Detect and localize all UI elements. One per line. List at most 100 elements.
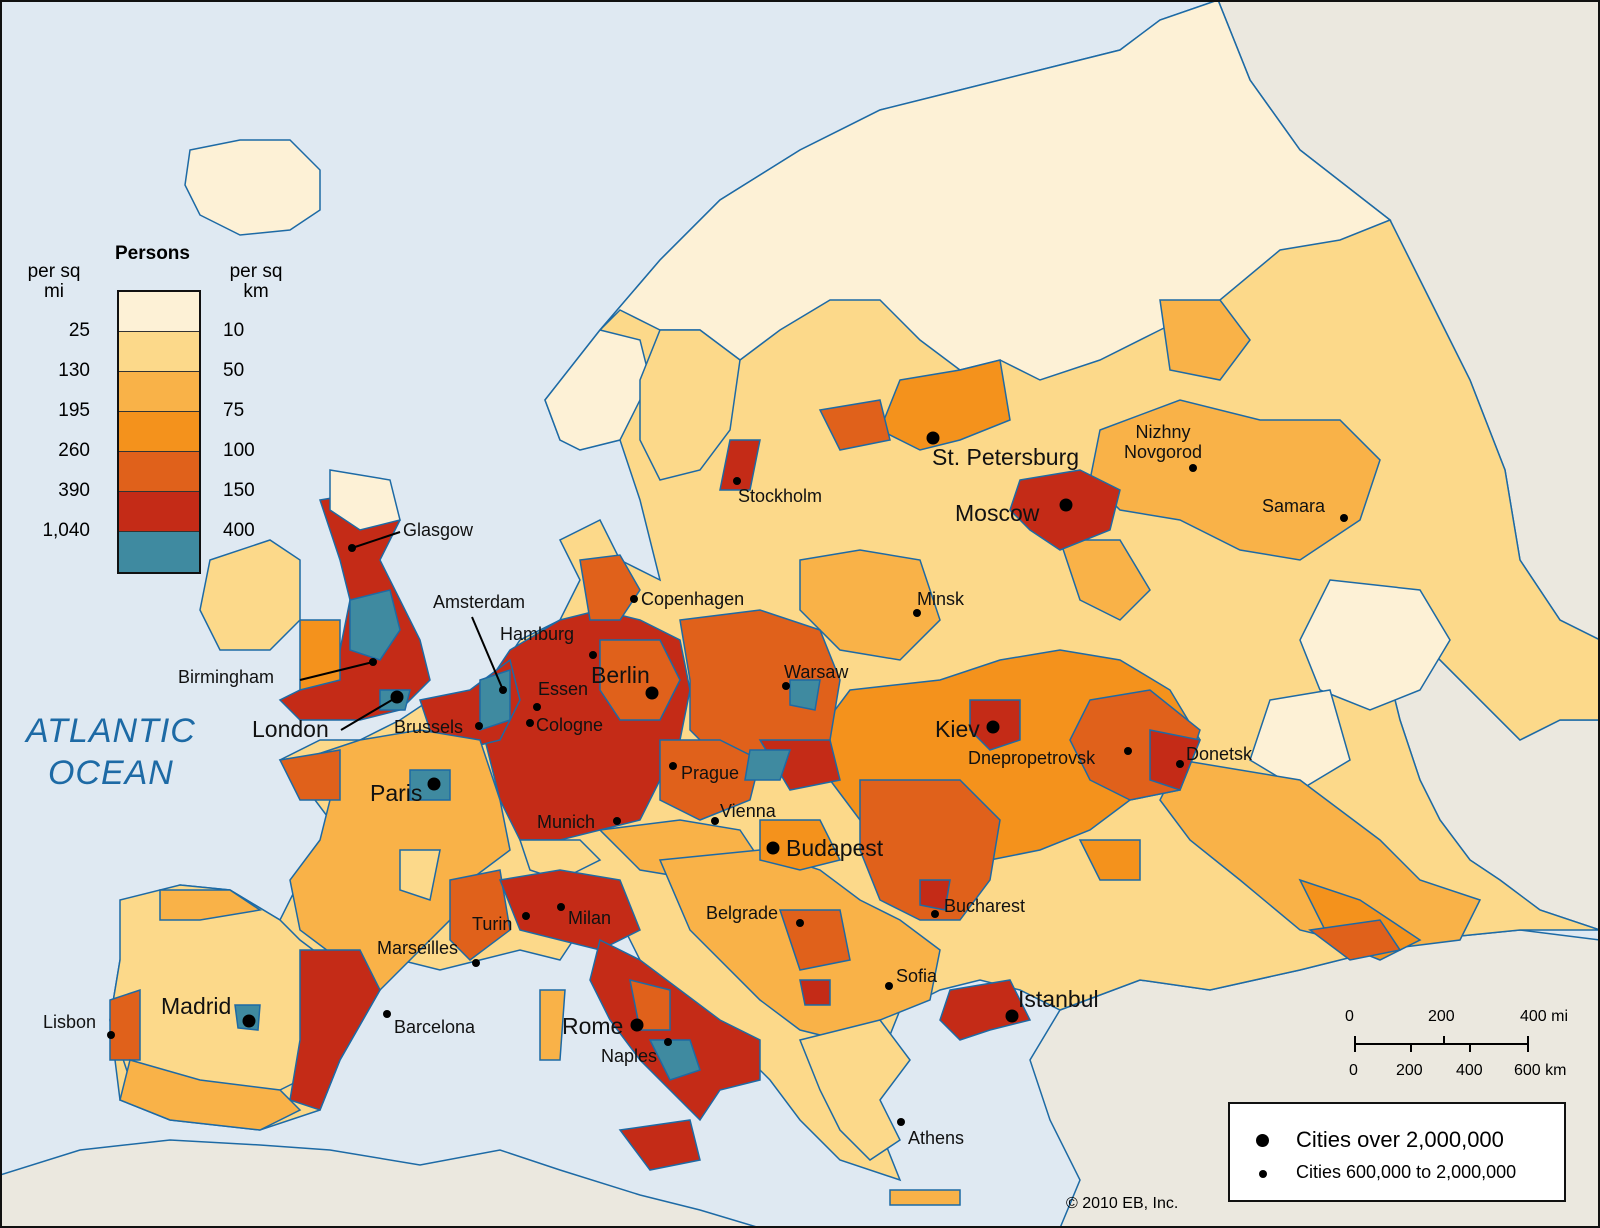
city-label-istanbul: Istanbul (1018, 986, 1099, 1012)
leader-london (340, 696, 398, 731)
city-label-london: London (252, 716, 329, 742)
city-label-naples: Naples (601, 1046, 658, 1066)
legend-left-unit: per sq mi (20, 262, 88, 302)
city-dot-madrid (242, 1014, 256, 1028)
scale-mi-200: 200 (1428, 1008, 1455, 1025)
ocean-label: ATLANTIC OCEAN (26, 710, 196, 794)
key-large-dot (1256, 1134, 1269, 1147)
land-100-hungary (759, 819, 842, 871)
city-label-st-petersburg: St. Petersburg (932, 444, 1080, 470)
legend-mi-25: 25 (68, 320, 90, 341)
ocean-label-line-2: OCEAN (47, 754, 174, 792)
land-75-crete (889, 1189, 961, 1206)
city-label-cologne: Cologne (536, 715, 604, 735)
city-label-warsaw: Warsaw (784, 662, 849, 682)
city-dot-barcelona (383, 1010, 391, 1018)
city-label-amsterdam: Amsterdam (433, 592, 526, 612)
city-dot-prague (669, 762, 677, 770)
leader-glasgow (351, 531, 401, 549)
europe-land (109, 0, 1600, 1206)
city-label-marseilles: Marseilles (377, 938, 459, 958)
city-label-nizhny-novgorod: Nizhny Novgorod (1123, 422, 1203, 462)
legend-swatch-1 (119, 332, 199, 372)
city-dot-athens (897, 1118, 905, 1126)
land-150-east-germany (599, 639, 681, 721)
city-dot-rome (630, 1018, 644, 1032)
legend-mi-260: 260 (58, 440, 90, 461)
land-400-istanbul (939, 979, 1032, 1041)
city-label-athens: Athens (908, 1128, 965, 1148)
scale-km-400: 400 (1456, 1062, 1483, 1079)
scale-km-600: 600 km (1514, 1062, 1567, 1079)
land-10-south (1249, 689, 1351, 791)
city-dot-donetsk (1176, 760, 1184, 768)
city-label-moscow: Moscow (955, 500, 1040, 526)
city-dot-naples (664, 1038, 672, 1046)
land-150-portugal (109, 988, 141, 1061)
city-label-vienna: Vienna (720, 801, 776, 821)
city-label-lisbon: Lisbon (43, 1012, 97, 1032)
city-dot-budapest (766, 841, 780, 855)
city-label-minsk: Minsk (917, 589, 965, 609)
land-over400-naples (648, 1039, 701, 1081)
land-400-catalonia (289, 949, 381, 1111)
city-dot-samara (1340, 514, 1348, 522)
city-dot-istanbul (1005, 1009, 1019, 1023)
city-label-budapest: Budapest (786, 835, 884, 861)
land-100-crimea (1078, 839, 1141, 881)
land-10-kazakh (1299, 579, 1451, 711)
legend-left-unit-line-2: mi (43, 281, 65, 302)
city-label-birmingham: Birmingham (178, 667, 275, 687)
legend-km-50: 50 (223, 360, 245, 381)
land-75-sardinia (539, 989, 566, 1061)
legend-km-400: 400 (223, 520, 255, 541)
legend-km-150: 150 (223, 480, 255, 501)
city-size-key: Cities over 2,000,000 Cities 600,000 to … (1228, 1102, 1566, 1202)
city-dot-cologne (526, 719, 534, 727)
city-dot-marseilles (472, 959, 480, 967)
city-label-belgrade: Belgrade (706, 903, 779, 923)
land-over400-warsaw (789, 679, 821, 711)
city-dot-lisbon (107, 1031, 115, 1039)
land-400-stockholm (719, 439, 761, 491)
city-dot-bucharest (931, 910, 939, 918)
city-label-bucharest: Bucharest (944, 896, 1026, 916)
leader-lines (299, 531, 504, 731)
land-75-belarus (799, 549, 941, 661)
ocean-label-line-1: ATLANTIC (26, 712, 196, 750)
leader-birmingham (299, 661, 374, 681)
city-dot-berlin (645, 686, 659, 700)
legend-swatch-4 (119, 452, 199, 492)
city-label-glasgow: Glasgow (403, 520, 474, 540)
land-75-north (1159, 299, 1251, 381)
city-label-sofia: Sofia (896, 966, 938, 986)
city-dot-essen (533, 703, 541, 711)
legend-swatches (117, 290, 201, 574)
city-label-donetsk: Donetsk (1186, 744, 1253, 764)
land-400-po-valley (498, 869, 641, 951)
scale-bar (1354, 1036, 1529, 1052)
legend-km-10: 10 (223, 320, 245, 341)
land-400-sicily (618, 1119, 701, 1171)
land-over400-ostrava (744, 749, 792, 781)
land-50-sweden (639, 329, 741, 481)
land-150-brittany (278, 749, 341, 801)
land-400-donetsk (1149, 729, 1202, 791)
city-label-stockholm: Stockholm (738, 486, 823, 506)
scale-mi-0: 0 (1345, 1008, 1354, 1025)
city-dot-vienna (711, 817, 719, 825)
city-dot-brussels (475, 722, 483, 730)
land-150-central-italy (629, 978, 671, 1031)
legend-mi-130: 130 (58, 360, 90, 381)
city-label-barcelona: Barcelona (394, 1017, 476, 1037)
land-50-greece (798, 1019, 911, 1161)
legend-swatch-2 (119, 372, 199, 412)
city-dot-nizhny-novgorod (1189, 464, 1197, 472)
city-label-samara: Samara (1262, 496, 1326, 516)
city-label-madrid: Madrid (161, 993, 232, 1019)
city-dot-hamburg (589, 651, 597, 659)
city-dot-moscow (1059, 498, 1073, 512)
legend-swatch-0 (119, 292, 199, 332)
